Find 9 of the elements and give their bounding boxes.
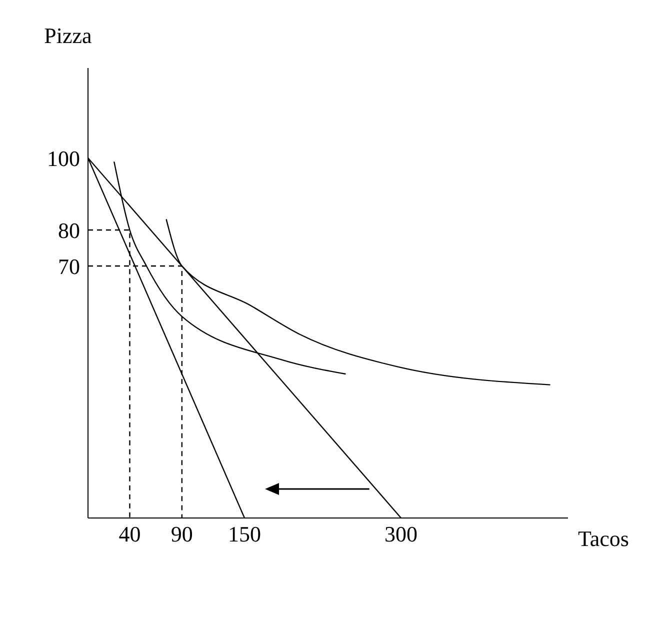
x-tick-label: 40: [118, 522, 141, 547]
x-axis-title: Tacos: [578, 526, 629, 551]
y-tick-label: 80: [58, 218, 80, 243]
x-tick-label: 300: [384, 522, 418, 547]
y-tick-label: 70: [58, 254, 80, 279]
x-tick-label: 150: [228, 522, 262, 547]
y-tick-label: 100: [47, 146, 80, 171]
y-axis-title: Pizza: [44, 23, 92, 48]
x-tick-label: 90: [170, 522, 193, 547]
